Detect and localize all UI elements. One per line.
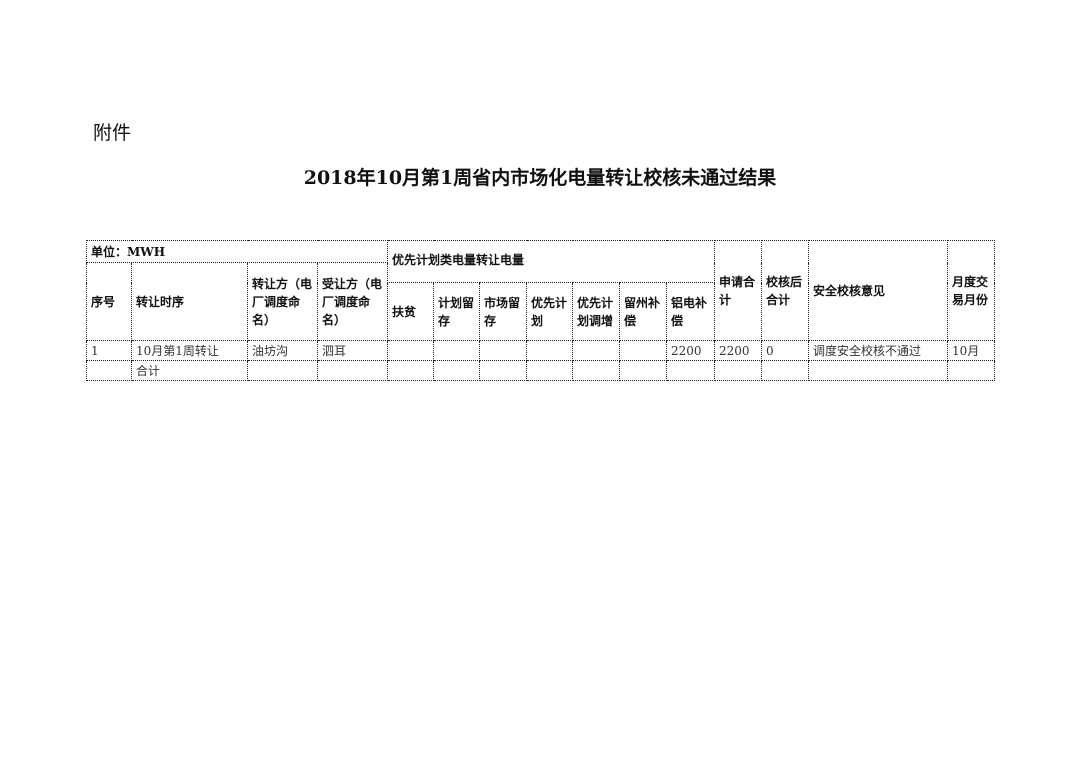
header-cell: 申请合计 (714, 240, 762, 341)
cell (387, 340, 434, 361)
cell (808, 360, 948, 381)
header-cell: 优先计划调增 (572, 282, 620, 341)
total-row: 合计 (86, 360, 995, 381)
cell (666, 360, 715, 381)
cell: 1 (86, 340, 132, 361)
cell: 泗耳 (317, 340, 388, 361)
cell (387, 360, 434, 381)
header-cell: 铝电补偿 (666, 282, 715, 341)
cell (479, 340, 527, 361)
cell (247, 360, 318, 381)
result-table: 单位：MWH 优先计划类电量转让电量 申请合计 校核后合计 安全校核意见 月度交… (86, 240, 995, 381)
cell (86, 360, 132, 381)
document-title: 2018年10月第1周省内市场化电量转让校核未通过结果 (303, 167, 777, 189)
cell: 2200 (714, 340, 762, 361)
header-cell: 安全校核意见 (808, 240, 948, 341)
cell: 10月第1周转让 (131, 340, 248, 361)
cell (619, 360, 667, 381)
cell: 油坊沟 (247, 340, 318, 361)
cell (714, 360, 762, 381)
header-cell: 校核后合计 (761, 240, 809, 341)
cell (761, 360, 809, 381)
cell (433, 340, 480, 361)
header-cell: 月度交易月份 (947, 240, 995, 341)
header-cell: 计划留存 (433, 282, 480, 341)
header-cell: 扶贫 (387, 282, 434, 341)
header-cell: 转让方（电厂调度命名） (247, 262, 318, 341)
header-cell: 留州补偿 (619, 282, 667, 341)
header-cell: 序号 (86, 262, 132, 341)
header-cell: 受让方（电厂调度命名） (317, 262, 388, 341)
cell (479, 360, 527, 381)
cell: 调度安全校核不通过 (808, 340, 948, 361)
header-cell: 市场留存 (479, 282, 527, 341)
cell (572, 360, 620, 381)
group-header: 优先计划类电量转让电量 (387, 240, 715, 283)
cell: 合计 (131, 360, 248, 381)
cell (526, 360, 573, 381)
unit-label: 单位：MWH (86, 240, 388, 263)
cell (317, 360, 388, 381)
cell: 2200 (666, 340, 715, 361)
attachment-label: 附件 (93, 122, 132, 144)
cell (619, 340, 667, 361)
cell: 0 (761, 340, 809, 361)
header-cell: 优先计划 (526, 282, 573, 341)
cell (947, 360, 995, 381)
header-cell: 转让时序 (131, 262, 248, 341)
cell: 10月 (947, 340, 995, 361)
table-row: 1 10月第1周转让 油坊沟 泗耳 2200 2200 0 调度安全校核不通过 … (86, 340, 995, 361)
cell (572, 340, 620, 361)
cell (526, 340, 573, 361)
cell (433, 360, 480, 381)
